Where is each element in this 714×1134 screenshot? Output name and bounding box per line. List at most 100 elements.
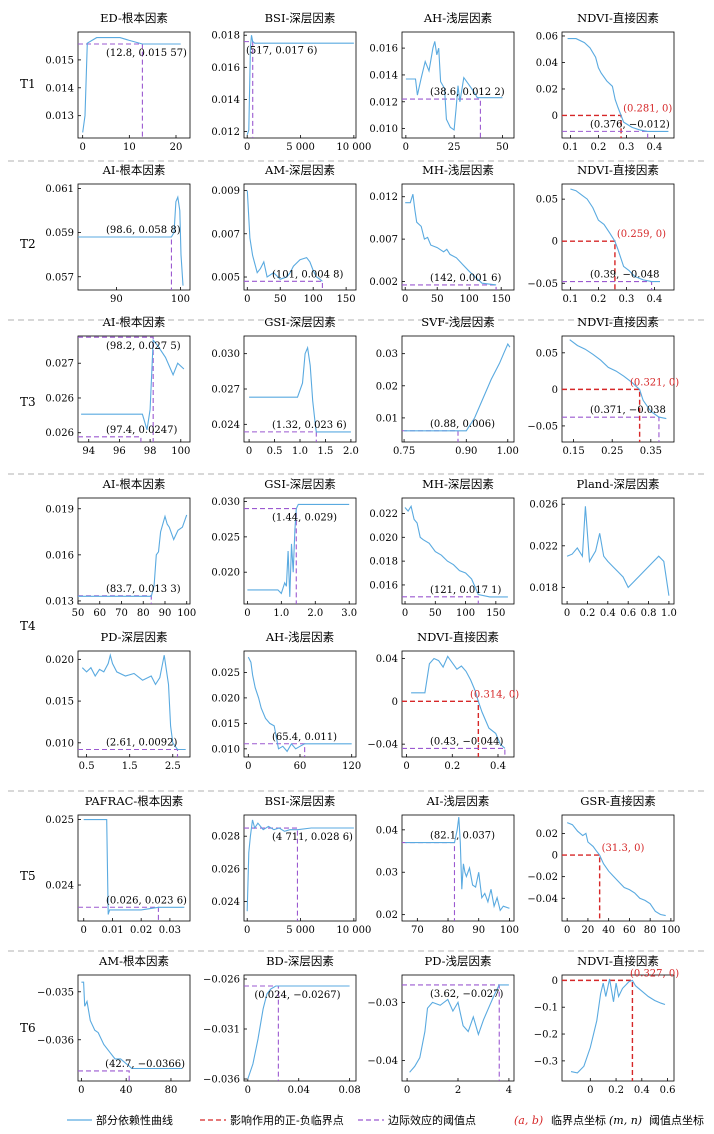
x-tick-label: 0 (245, 1085, 251, 1096)
x-tick-label: 1.0 (661, 608, 677, 619)
legend-curve-label: 部分依赖性曲线 (96, 1113, 173, 1127)
y-tick-label: 0.059 (45, 228, 74, 239)
critical-point-label: (0.327, 0) (630, 968, 679, 979)
chart-title: GSR-直接因素 (580, 794, 656, 808)
threshold-point-label: (0.88, 0.006) (430, 419, 495, 430)
y-tick-label: 0.026 (529, 500, 558, 511)
partial-dependence-curve (83, 819, 185, 915)
y-tick-label: 0.015 (45, 55, 74, 66)
y-tick-label: −0.2 (534, 1030, 558, 1041)
x-tick-label: 150 (492, 294, 511, 305)
chart-title: PD-浅层因素 (424, 954, 491, 968)
row-label: T3 (20, 395, 36, 409)
x-tick-label: 0.4 (634, 1085, 650, 1096)
legend-threshold-coord-text: 阈值点坐标 (649, 1113, 704, 1127)
chart-t5-bsi: BSI-深层因素 0 5 000 10 000 0.024 0.026 0.028 (4 71… (211, 794, 371, 936)
x-tick-label: 50 (496, 142, 509, 153)
x-tick-label: 0 (244, 925, 250, 936)
x-tick-label: 60 (294, 761, 307, 772)
y-tick-label: 0 (392, 697, 398, 708)
partial-dependence-curve (566, 822, 666, 917)
chart-title: AI-浅层因素 (426, 794, 490, 808)
threshold-point-label: (42.7, −0.0366) (105, 1059, 185, 1070)
threshold-point-lines (402, 842, 456, 921)
x-tick-label: 0.3 (618, 294, 634, 305)
chart-t6-am: AM-根本因素 0 40 80 −0.035 −0.036 (42.7, −0.0366) (37, 954, 191, 1096)
threshold-point-label: (38.6, 0.012 2) (430, 87, 505, 98)
threshold-point-label: (83.7, 0.013 3) (106, 584, 181, 595)
x-tick-label: 0.90 (455, 446, 477, 457)
chart-t4-ndvi: NDVI-直接因素 0 0.2 0.4 −0.04 0 0.04 (0.314, 0) (0.4… (367, 630, 519, 772)
x-tick-label: 70 (115, 608, 128, 619)
partial-dependence-curve (247, 985, 350, 1080)
x-tick-label: 0 (404, 1085, 410, 1096)
row-label: T6 (20, 1021, 36, 1035)
chart-title: AM-深层因素 (264, 163, 335, 177)
chart-title: BD-深层因素 (266, 954, 334, 968)
y-tick-label: 0 (552, 237, 558, 248)
plot-frame (77, 650, 191, 758)
x-tick-label: 0 (564, 608, 570, 619)
y-tick-label: 0 (552, 976, 558, 987)
chart-t1-ah: AH-浅层因素 0 25 50 0.010 0.012 0.014 0.016 (38.6, 0… (369, 11, 515, 153)
threshold-point-lines (402, 430, 459, 442)
partial-dependence-curve (405, 194, 497, 286)
x-tick-label: 0 (402, 294, 408, 305)
chart-t4-gsi: GSI-深层因素 0 1.0 2.0 3.0 0.020 0.025 0.030 (1.44, … (211, 477, 357, 619)
x-tick-label: 0.02 (130, 925, 152, 936)
y-tick-label: 0.009 (211, 186, 240, 197)
x-tick-label: 0.8 (641, 608, 657, 619)
plot-frame (401, 31, 515, 139)
partial-dependence-curve (409, 984, 509, 1073)
y-tick-label: 0.012 (369, 192, 398, 203)
y-tick-label: 0.016 (369, 44, 398, 55)
threshold-point-label: (0.39, −0.048 (590, 270, 660, 281)
threshold-point-label: (0.024, −0.0267) (254, 990, 340, 1001)
threshold-point-label: (517, 0.017 6) (246, 46, 318, 57)
x-tick-label: 80 (137, 608, 150, 619)
x-tick-label: 150 (337, 294, 356, 305)
y-tick-label: 0.018 (369, 557, 398, 568)
partial-dependence-curve (405, 41, 503, 131)
y-tick-label: 0.016 (369, 580, 398, 591)
x-tick-label: 90 (110, 294, 123, 305)
x-tick-label: 100 (456, 608, 475, 619)
x-tick-label: 90 (472, 925, 485, 936)
plot-frame (561, 814, 675, 922)
y-tick-label: 0.05 (536, 195, 558, 206)
x-tick-label: 1.0 (292, 446, 308, 457)
y-tick-label: −0.04 (527, 894, 558, 905)
plot-frame (243, 974, 357, 1082)
x-tick-label: 50 (72, 608, 85, 619)
threshold-point-label: (4 711, 0.028 6) (272, 832, 353, 843)
plot-frame (401, 814, 515, 922)
threshold-point-lines (402, 596, 479, 604)
threshold-point-lines (78, 336, 154, 442)
y-tick-label: 0.019 (45, 504, 74, 515)
y-tick-label: 0 (552, 851, 558, 862)
partial-dependence-curve (405, 817, 510, 912)
y-tick-label: 0.020 (369, 533, 398, 544)
y-tick-label: −0.04 (367, 1056, 398, 1067)
x-tick-label: 100 (171, 446, 190, 457)
partial-dependence-curve (82, 37, 181, 133)
legend: 部分依赖性曲线 影响作用的正-负临界点 边际效应的阈值点 (a, b) 临界点坐… (67, 1113, 704, 1127)
y-tick-label: 0.015 (45, 697, 74, 708)
threshold-point-lines (244, 431, 317, 442)
threshold-point-label: (121, 0.017 1) (430, 585, 502, 596)
y-tick-label: 0.02 (376, 910, 398, 921)
x-tick-label: 0 (81, 925, 87, 936)
x-tick-label: 0 (402, 608, 408, 619)
threshold-point-label: (1.32, 0.023 6) (272, 420, 347, 431)
y-tick-label: 0.005 (211, 273, 240, 284)
chart-title: AH-浅层因素 (423, 11, 492, 25)
y-tick-label: −0.05 (527, 279, 558, 290)
row-separators (8, 160, 706, 952)
y-tick-label: 0.03 (376, 868, 398, 879)
y-tick-label: 0.026 (45, 428, 74, 439)
x-tick-label: 0.2 (590, 294, 606, 305)
chart-title: NDVI-直接因素 (577, 315, 659, 329)
chart-t5-gsr: GSR-直接因素 0 20 40 60 80 100 −0.04 −0.02 0 0.02 (31.3… (527, 794, 680, 936)
chart-t4-pd: PD-深层因素 0.5 1.5 2.5 0.010 0.015 0.020 (2.61, 0.… (45, 630, 191, 772)
